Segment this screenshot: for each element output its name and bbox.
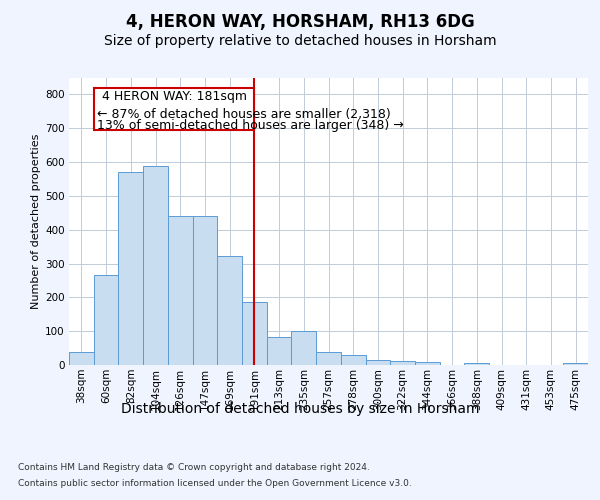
Bar [168, 216, 193, 365]
Text: Contains HM Land Registry data © Crown copyright and database right 2024.: Contains HM Land Registry data © Crown c… [18, 462, 370, 471]
Bar [341, 355, 365, 365]
Text: 4 HERON WAY: 181sqm: 4 HERON WAY: 181sqm [101, 90, 247, 103]
Bar [143, 166, 168, 365]
Y-axis label: Number of detached properties: Number of detached properties [31, 134, 41, 309]
Text: 13% of semi-detached houses are larger (348) →: 13% of semi-detached houses are larger (… [97, 118, 404, 132]
Bar [94, 276, 118, 365]
Bar [390, 360, 415, 365]
Bar [118, 172, 143, 365]
Bar [365, 360, 390, 365]
Text: 4, HERON WAY, HORSHAM, RH13 6DG: 4, HERON WAY, HORSHAM, RH13 6DG [125, 12, 475, 30]
Bar [292, 331, 316, 365]
Bar [69, 352, 94, 365]
Bar [217, 256, 242, 365]
Text: Size of property relative to detached houses in Horsham: Size of property relative to detached ho… [104, 34, 496, 48]
Bar [563, 363, 588, 365]
Text: Distribution of detached houses by size in Horsham: Distribution of detached houses by size … [121, 402, 479, 416]
Bar [464, 364, 489, 365]
Text: Contains public sector information licensed under the Open Government Licence v3: Contains public sector information licen… [18, 479, 412, 488]
Bar [94, 88, 254, 130]
Bar [415, 362, 440, 365]
Text: ← 87% of detached houses are smaller (2,318): ← 87% of detached houses are smaller (2,… [97, 108, 391, 121]
Bar [267, 338, 292, 365]
Bar [242, 302, 267, 365]
Bar [193, 216, 217, 365]
Bar [316, 352, 341, 365]
